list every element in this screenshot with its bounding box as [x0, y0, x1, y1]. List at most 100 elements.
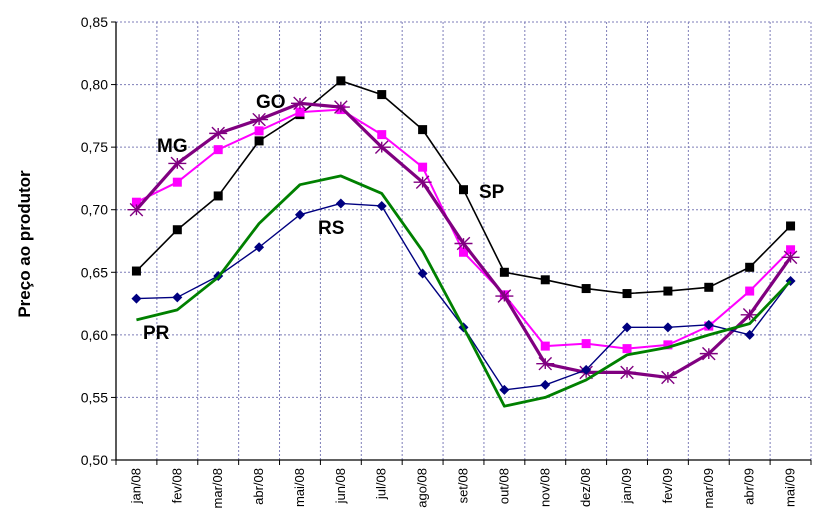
axes: [115, 22, 811, 461]
data-point-rs: [335, 198, 346, 209]
data-point-mg: [581, 339, 591, 349]
x-tick-label: jan/09: [619, 468, 634, 504]
data-point-go: [740, 308, 759, 322]
data-point-mg: [663, 340, 673, 350]
x-tick-label: jul/08: [374, 468, 389, 500]
data-point-go: [331, 100, 350, 114]
data-point-go: [250, 112, 269, 127]
data-point-mg: [131, 197, 141, 207]
data-point-rs: [744, 329, 755, 340]
data-point-mg: [254, 126, 264, 136]
data-point-go: [536, 356, 555, 371]
data-point-rs: [703, 319, 714, 330]
series-label-mg: MG: [157, 136, 188, 157]
data-point-rs: [294, 209, 305, 220]
x-tick-label: fev/08: [169, 468, 184, 503]
series-label-go: GO: [256, 92, 286, 113]
x-tick-labels: jan/08 fev/08 mar/08 abr/08 mai/08 jun/08 jul/…: [115, 460, 812, 508]
x-tick-label: mai/09: [783, 468, 798, 507]
series-pr: [136, 174, 792, 408]
data-point-mg: [786, 245, 796, 255]
data-point-rs: [417, 268, 428, 279]
data-point-go: [290, 96, 309, 111]
data-point-mg: [540, 341, 550, 351]
x-tick-label: abr/08: [251, 468, 266, 505]
data-point-go: [372, 140, 391, 154]
series-sp: [131, 76, 796, 299]
series-label-sp: SP: [479, 182, 505, 203]
data-point-rs: [662, 322, 673, 333]
x-tick-label: out/08: [496, 468, 511, 504]
series-line-pr: [136, 174, 792, 408]
data-point-sp: [540, 275, 550, 285]
y-axis-label: Preço ao produtor: [15, 170, 34, 318]
series-label-pr: PR: [143, 323, 170, 344]
data-point-mg: [418, 162, 428, 172]
y-tick-label: 0,75: [81, 139, 108, 155]
data-point-sp: [786, 221, 796, 231]
series-go: [127, 96, 800, 385]
y-tick-label: 0,65: [81, 264, 108, 280]
data-point-sp: [336, 76, 346, 86]
series-rs: [131, 198, 796, 395]
x-tick-label: mar/08: [210, 468, 225, 508]
data-point-rs: [172, 292, 183, 303]
data-point-sp: [459, 185, 468, 195]
data-point-rs: [540, 379, 551, 390]
y-tick-label: 0,85: [81, 14, 108, 30]
data-point-sp: [581, 284, 591, 294]
data-point-go: [658, 370, 677, 385]
data-point-rs: [131, 293, 142, 304]
data-point-go: [495, 289, 514, 303]
series-mg: [131, 105, 796, 354]
y-tick-labels: 0,50 0,55 0,60 0,65 0,70 0,75 0,80 0,85: [81, 14, 116, 468]
data-point-mg: [745, 286, 755, 296]
data-point-go: [209, 126, 228, 141]
series-group: [127, 76, 800, 408]
y-tick-label: 0,70: [81, 202, 108, 218]
data-point-sp: [213, 191, 223, 201]
x-tick-label: jan/08: [128, 468, 143, 504]
data-point-mg: [172, 177, 182, 187]
data-point-sp: [172, 225, 182, 235]
series-line-mg: [136, 108, 792, 350]
series-labels: SP MG GO RS PR: [143, 92, 505, 344]
data-point-go: [454, 236, 473, 251]
data-point-mg: [213, 145, 223, 155]
data-point-go: [127, 202, 146, 217]
y-tick-label: 0,55: [81, 389, 108, 405]
data-point-sp: [377, 90, 387, 100]
data-point-mg: [295, 107, 305, 117]
x-tick-label: abr/09: [742, 468, 757, 505]
data-point-go: [781, 250, 800, 265]
data-point-rs: [254, 242, 265, 253]
data-point-sp: [499, 267, 509, 277]
data-point-sp: [745, 262, 755, 272]
x-tick-label: fev/09: [660, 468, 675, 503]
data-point-go: [699, 346, 718, 361]
data-point-sp: [663, 286, 673, 296]
y-tick-label: 0,60: [81, 327, 108, 343]
data-point-sp: [254, 136, 264, 146]
data-point-sp: [131, 266, 141, 276]
x-tick-label: ago/08: [415, 468, 430, 508]
data-point-mg: [459, 247, 468, 257]
x-tick-label: dez/08: [578, 468, 593, 507]
y-tick-label: 0,80: [81, 77, 108, 93]
data-point-go: [618, 365, 637, 380]
x-tick-label: nov/08: [537, 468, 552, 507]
series-label-rs: RS: [318, 218, 344, 239]
data-point-rs: [499, 384, 510, 395]
data-point-rs: [376, 200, 387, 211]
data-point-mg: [377, 130, 387, 140]
data-point-sp: [622, 289, 632, 299]
data-point-mg: [622, 344, 632, 354]
x-tick-label: set/08: [456, 468, 471, 503]
data-point-rs: [622, 322, 633, 333]
gridlines: [116, 21, 812, 460]
data-point-go: [413, 175, 432, 189]
y-tick-label: 0,50: [81, 452, 108, 468]
data-point-rs: [581, 364, 592, 375]
data-point-sp: [418, 125, 428, 135]
